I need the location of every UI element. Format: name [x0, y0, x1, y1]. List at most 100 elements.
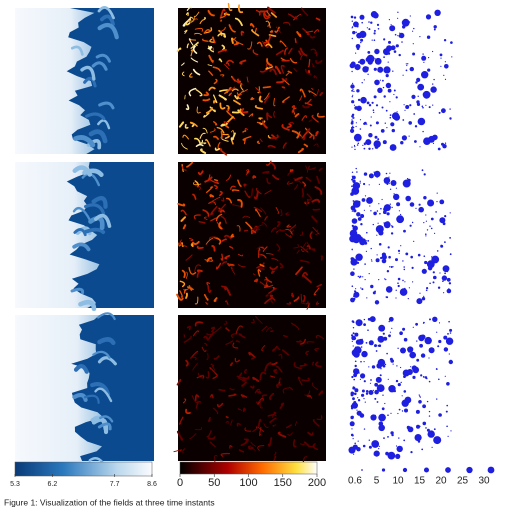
- vortex-streak: [249, 445, 256, 452]
- particle: [417, 253, 421, 257]
- vortex-streak: [196, 245, 204, 249]
- particle: [435, 368, 438, 370]
- vortex-streak: [181, 163, 184, 173]
- front-eddy: [84, 227, 106, 235]
- vortex-streak: [315, 361, 322, 368]
- vortex-streak: [207, 64, 213, 67]
- vortex-streak: [263, 92, 270, 101]
- vortex-streak: [224, 300, 229, 305]
- particle: [410, 255, 414, 259]
- vortex-streak: [228, 24, 236, 33]
- particle: [419, 395, 421, 397]
- vortex-streak: [228, 86, 235, 91]
- vortex-streak: [212, 66, 222, 72]
- vortex-streak: [181, 142, 188, 150]
- particle: [368, 104, 372, 107]
- vortex-streak: [180, 209, 187, 216]
- particle: [395, 445, 398, 447]
- vortex-streak: [194, 426, 203, 431]
- front-eddy: [88, 457, 104, 464]
- vortex-streak: [313, 143, 319, 148]
- front-eddy: [72, 207, 92, 222]
- vortex-streak: [243, 368, 248, 374]
- particle: [354, 64, 361, 71]
- vortex-streak: [312, 419, 320, 427]
- vortex-streak: [195, 89, 203, 97]
- particle: [428, 57, 430, 59]
- particle: [351, 375, 354, 379]
- particle: [395, 258, 398, 262]
- vortex-streak: [220, 452, 231, 457]
- particle: [370, 259, 373, 261]
- particle: [425, 233, 427, 235]
- vortex-streak: [270, 375, 276, 378]
- vortex-streak: [296, 31, 302, 38]
- particle: [385, 296, 388, 298]
- particle: [403, 104, 405, 106]
- particle: [395, 289, 397, 291]
- particle: [445, 410, 448, 413]
- vortex-streak: [259, 263, 265, 267]
- vortex-streak: [218, 388, 226, 392]
- particle: [381, 226, 383, 228]
- tick-label: 7.7: [110, 481, 120, 488]
- vortex-streak: [262, 85, 272, 89]
- vortex-streak: [309, 134, 315, 140]
- particle: [353, 104, 356, 106]
- particle: [360, 360, 362, 363]
- particle: [360, 346, 363, 348]
- vortex-streak: [178, 121, 185, 128]
- particle: [401, 410, 404, 412]
- particle: [352, 438, 354, 440]
- front-eddy: [92, 350, 111, 359]
- particle: [396, 445, 403, 453]
- vortex-streak: [236, 422, 241, 427]
- particle: [389, 172, 391, 174]
- vortex-streak: [291, 292, 295, 298]
- particle: [351, 428, 353, 430]
- particle: [398, 34, 402, 38]
- particle: [357, 397, 359, 399]
- vortex-streak: [208, 331, 215, 340]
- particle: [351, 171, 354, 173]
- front-eddy: [91, 195, 108, 209]
- particle: [366, 231, 368, 234]
- particle: [426, 287, 429, 290]
- particle: [359, 378, 361, 380]
- tick-label: 150: [274, 477, 292, 489]
- front-eddy: [83, 394, 100, 404]
- particle: [400, 141, 404, 145]
- vortex-streak: [189, 16, 194, 21]
- vortex-streak: [229, 245, 234, 249]
- vortex-streak: [218, 203, 226, 212]
- vortex-streak: [303, 441, 311, 448]
- vortex-streak: [277, 346, 281, 351]
- vortex-streak: [246, 170, 250, 174]
- vortex-streak: [303, 143, 309, 148]
- vortex-streak: [266, 11, 271, 17]
- vortex-streak: [270, 12, 278, 18]
- particle: [417, 83, 425, 91]
- particle: [374, 58, 376, 60]
- particle: [395, 379, 399, 383]
- vortex-streak: [262, 170, 270, 174]
- vortex-streak: [300, 53, 305, 60]
- particle: [443, 335, 448, 340]
- particle: [378, 230, 384, 236]
- vortex-streak: [286, 123, 292, 129]
- particle: [353, 21, 359, 28]
- vortex-streak: [184, 29, 188, 34]
- vortex-streak: [257, 267, 265, 271]
- particle: [396, 215, 404, 224]
- particle: [353, 293, 359, 298]
- particle: [391, 112, 400, 120]
- vortex-streak: [264, 43, 273, 49]
- particle: [359, 128, 362, 130]
- vortex-streak: [252, 225, 256, 232]
- vortex-streak: [210, 326, 216, 333]
- particle: [353, 144, 356, 147]
- particle: [371, 365, 376, 369]
- vortex-streak: [176, 378, 182, 386]
- particle: [364, 401, 366, 403]
- vortex-streak: [196, 106, 201, 114]
